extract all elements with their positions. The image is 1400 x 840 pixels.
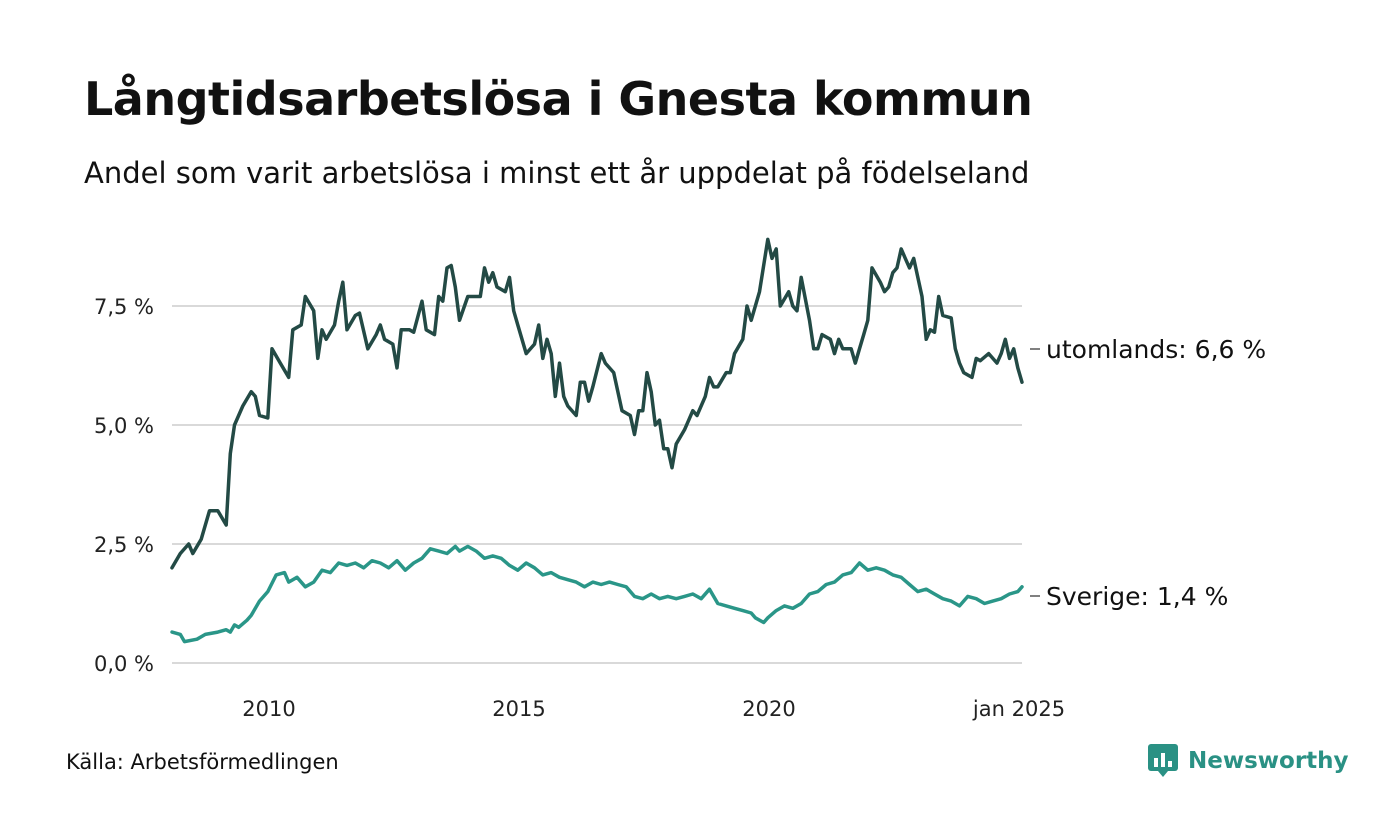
y-axis-ticks: 0,0 % 2,5 % 5,0 % 7,5 % (94, 295, 154, 676)
y-tick-label: 2,5 % (94, 533, 154, 557)
y-tick-label: 0,0 % (94, 652, 154, 676)
y-tick-label: 7,5 % (94, 295, 154, 319)
x-tick-label: 2020 (742, 697, 795, 721)
source-label: Källa: Arbetsförmedlingen (66, 750, 339, 774)
page-title: Långtidsarbetslösa i Gnesta kommun (84, 72, 1033, 126)
series-line-sverige (170, 544, 1024, 644)
grid-lines (172, 305, 1022, 664)
series-lines (170, 237, 1024, 644)
end-labels: utomlands: 6,6 % Sverige: 1,4 % (1030, 335, 1266, 611)
x-tick-label: 2015 (492, 697, 545, 721)
page-subtitle: Andel som varit arbetslösa i minst ett å… (84, 156, 1030, 190)
newsworthy-logo-icon (1148, 744, 1178, 777)
x-tick-label: jan 2025 (972, 697, 1065, 721)
series-line-utomlands (170, 237, 1024, 570)
end-label-sverige: Sverige: 1,4 % (1046, 582, 1228, 611)
y-tick-label: 5,0 % (94, 414, 154, 438)
end-label-utomlands: utomlands: 6,6 % (1046, 335, 1266, 364)
brand-name: Newsworthy (1188, 748, 1349, 774)
x-tick-label: 2010 (242, 697, 295, 721)
x-axis-ticks: 2010 2015 2020 jan 2025 (242, 697, 1065, 721)
brand-logo[interactable]: Newsworthy (1148, 744, 1349, 778)
